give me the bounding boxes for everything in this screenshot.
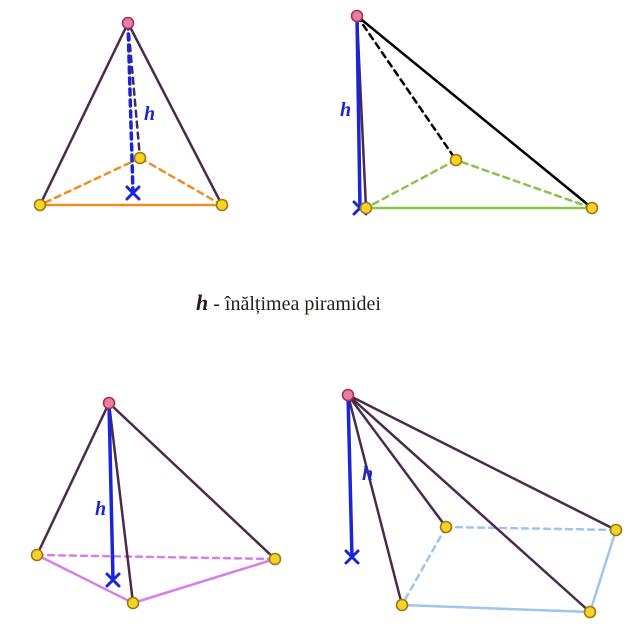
diagram-canvas: h h h h (0, 0, 634, 643)
pyramid-p2: h (340, 11, 598, 215)
caption-text: - înălțimea piramidei (208, 293, 381, 315)
pyramid-p4: h (343, 390, 622, 618)
height-label-p2: h (340, 99, 351, 121)
height-label-p4: h (362, 463, 373, 485)
caption: h - înălțimea piramidei (196, 290, 381, 316)
height-label-p1: h (144, 103, 155, 125)
pyramid-p3: h (32, 398, 281, 609)
height-label-p3: h (95, 498, 106, 520)
caption-h: h (196, 290, 208, 315)
pyramid-p1: h (35, 18, 228, 211)
